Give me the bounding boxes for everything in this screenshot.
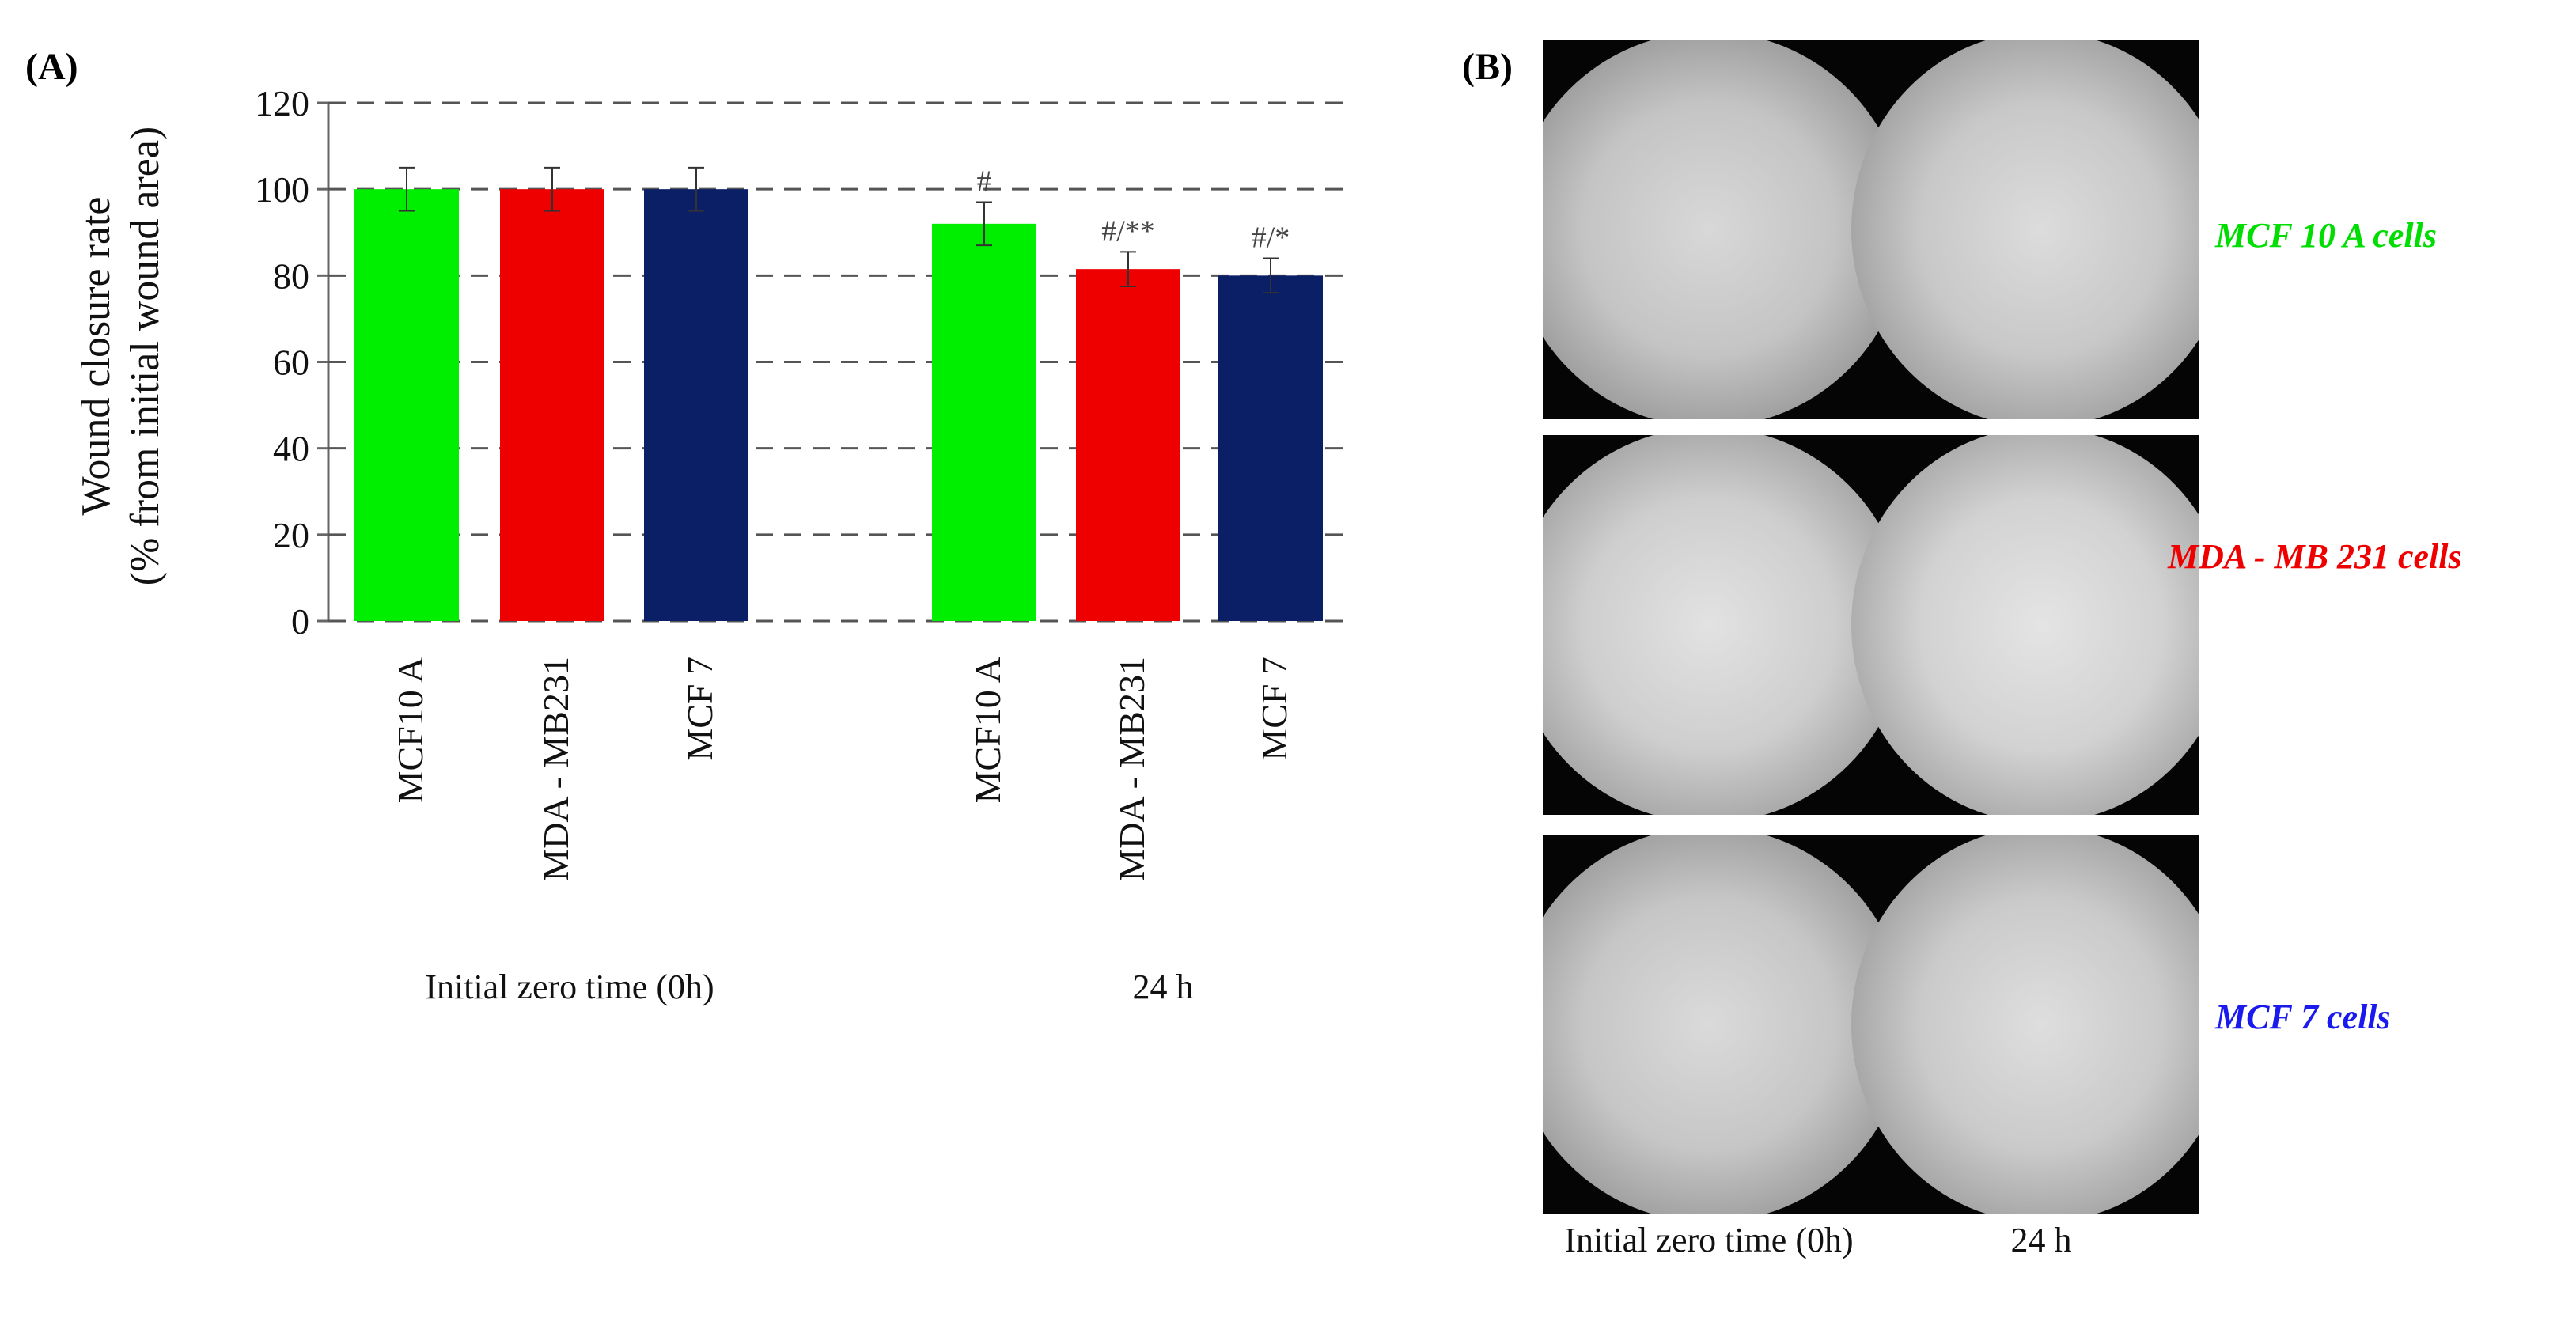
panel-label-a: (A) [25,46,78,88]
col-label-0h: Initial zero time (0h) [1564,1221,1854,1259]
category-label: MDA - MB231 [1112,657,1152,881]
category-label: MCF 7 [1254,657,1294,761]
micrograph-24h [1851,40,2199,419]
bar [1218,275,1323,621]
bar [644,189,748,621]
col-label-24h: 24 h [2010,1221,2072,1259]
micrograph-row-mda [1543,435,2199,815]
category-label: MCF 7 [680,657,720,761]
row-label-mcf7: MCF 7 cells [2215,998,2391,1036]
bar [354,189,459,621]
row-label-mda: MDA - MB 231 cells [2168,537,2462,576]
category-label: MCF10 A [390,657,430,803]
micrograph-24h [1851,835,2199,1214]
row-label-mcf10a: MCF 10 A cells [2215,216,2437,255]
y-tick-label: 60 [273,343,309,383]
group-label: 24 h [1133,968,1194,1006]
bar [500,189,604,621]
y-tick-label: 120 [255,83,309,123]
group-label: Initial zero time (0h) [425,968,714,1006]
micrograph-row-mcf7 [1543,835,2199,1214]
micrograph-0h [1543,835,1907,1214]
y-tick-label: 0 [291,601,309,642]
y-axis-title-line2: (% from initial wound area) [123,127,168,585]
category-label: MDA - MB231 [536,657,576,881]
micrograph-0h [1543,40,1907,419]
micrograph-row-mcf10a [1543,40,2199,419]
panel-label-b: (B) [1462,46,1513,88]
significance-label: #/* [1252,222,1290,255]
significance-label: #/** [1101,214,1155,248]
category-label: MCF10 A [968,657,1008,803]
bar [1076,269,1180,621]
y-tick-label: 80 [273,256,309,296]
y-tick-label: 20 [273,515,309,555]
y-tick-label: 100 [255,169,309,210]
micrograph-24h [1851,435,2199,815]
micrograph-0h [1543,435,1907,815]
significance-label: # [977,165,992,199]
y-tick-label: 40 [273,429,309,469]
y-axis-title-line1: Wound closure rate [74,197,119,516]
bar [932,223,1036,621]
